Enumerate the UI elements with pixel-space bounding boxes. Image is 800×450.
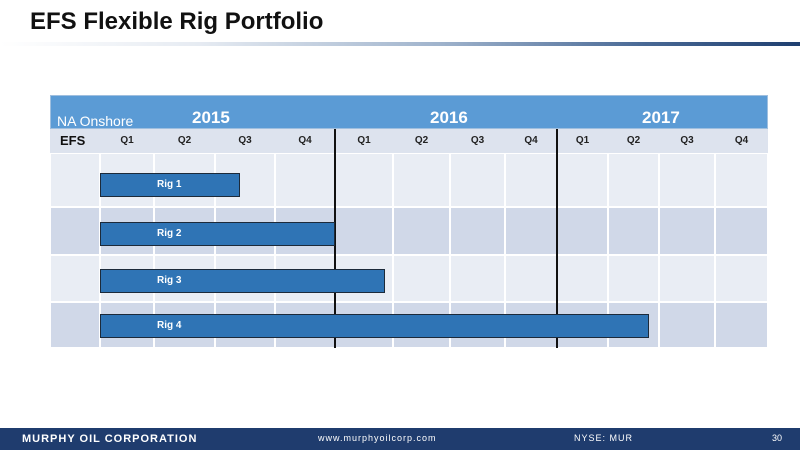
quarter-label: Q1: [357, 135, 371, 146]
page-number: 30: [772, 433, 783, 443]
grid-cell: [393, 153, 450, 207]
quarter-header-row: [50, 129, 768, 153]
grid-cell: [450, 255, 505, 302]
grid-cell: [50, 153, 100, 207]
rig-bar: Rig 3: [100, 269, 385, 293]
grid-cell: [50, 207, 100, 255]
grid-cell: [659, 153, 715, 207]
footer-website: www.murphyoilcorp.com: [318, 433, 437, 443]
grid-cell: [505, 207, 557, 255]
quarter-label: Q4: [734, 135, 749, 146]
quarter-label: Q2: [414, 135, 429, 146]
grid-cell: [393, 207, 450, 255]
quarter-label: Q1: [575, 135, 590, 146]
grid-cell: [335, 207, 393, 255]
quarter-label: Q2: [626, 135, 641, 146]
grid-cell: [608, 207, 659, 255]
grid-cell: [715, 302, 768, 348]
rig-bar: Rig 4: [100, 314, 649, 338]
year-divider: [556, 129, 558, 348]
quarter-label: Q2: [177, 135, 192, 146]
grid-cell: [608, 153, 659, 207]
year-label-2017: 2017: [642, 108, 680, 127]
grid-cell: [715, 255, 768, 302]
grid-cell: [335, 153, 393, 207]
quarter-label: Q3: [238, 135, 252, 146]
footer-bar: MURPHY OIL CORPORATION www.murphyoilcorp…: [0, 428, 800, 450]
grid-cell: [659, 207, 715, 255]
quarter-label: Q4: [298, 135, 312, 146]
quarter-label: Q1: [120, 135, 134, 146]
slide-title: EFS Flexible Rig Portfolio: [30, 8, 324, 35]
quarter-label: Q3: [470, 135, 485, 146]
row-header-label: EFS: [60, 133, 86, 148]
title-rule: [0, 42, 800, 46]
rig-gantt-chart: NA Onshore 2015 2016 2017 EFS Q1 Q2 Q3 Q4 Q1…: [50, 95, 768, 348]
rig-bar-label: Rig 3: [157, 275, 182, 286]
quarter-label: Q4: [524, 135, 538, 146]
year-label-2015: 2015: [192, 108, 230, 127]
rig-bar: Rig 1: [100, 173, 240, 197]
year-header-row: NA Onshore 2015 2016 2017: [50, 95, 768, 129]
grid-cell: [450, 207, 505, 255]
footer-ticker: NYSE: MUR: [574, 433, 634, 443]
grid-cell: [505, 153, 557, 207]
rig-bar: Rig 2: [100, 222, 335, 246]
grid-cell: [50, 302, 100, 348]
grid-cell: [557, 255, 608, 302]
year-divider: [334, 129, 336, 348]
year-label-2016: 2016: [430, 108, 468, 127]
grid-cell: [275, 153, 335, 207]
grid-cell: [659, 255, 715, 302]
rig-bar-label: Rig 2: [157, 228, 182, 239]
quarter-label: Q3: [680, 135, 694, 146]
region-label: NA Onshore: [57, 113, 134, 129]
rig-bar-label: Rig 4: [157, 320, 182, 331]
grid-cell: [659, 302, 715, 348]
grid-cell: [50, 255, 100, 302]
grid-cell: [557, 207, 608, 255]
grid-cell: [393, 255, 450, 302]
rig-bar-label: Rig 1: [157, 179, 182, 190]
grid-cell: [450, 153, 505, 207]
grid-cell: [715, 153, 768, 207]
grid-cell: [557, 153, 608, 207]
grid-cell: [505, 255, 557, 302]
footer-company: MURPHY OIL CORPORATION: [22, 433, 198, 445]
grid-cell: [608, 255, 659, 302]
grid-cell: [715, 207, 768, 255]
